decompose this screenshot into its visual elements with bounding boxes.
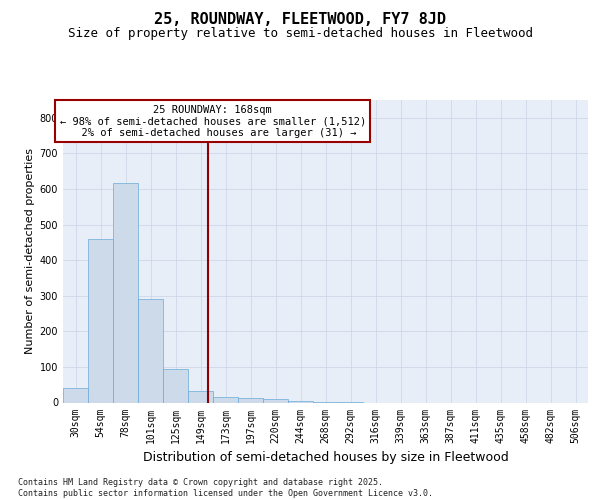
Bar xyxy=(213,397,238,402)
Text: Size of property relative to semi-detached houses in Fleetwood: Size of property relative to semi-detach… xyxy=(67,28,533,40)
X-axis label: Distribution of semi-detached houses by size in Fleetwood: Distribution of semi-detached houses by … xyxy=(143,451,508,464)
Bar xyxy=(88,239,113,402)
Bar xyxy=(263,400,288,402)
Text: 25 ROUNDWAY: 168sqm
← 98% of semi-detached houses are smaller (1,512)
  2% of se: 25 ROUNDWAY: 168sqm ← 98% of semi-detach… xyxy=(59,104,366,138)
Bar xyxy=(188,391,213,402)
Bar xyxy=(63,388,88,402)
Bar xyxy=(113,182,138,402)
Bar xyxy=(238,398,263,402)
Text: 25, ROUNDWAY, FLEETWOOD, FY7 8JD: 25, ROUNDWAY, FLEETWOOD, FY7 8JD xyxy=(154,12,446,28)
Text: Contains HM Land Registry data © Crown copyright and database right 2025.
Contai: Contains HM Land Registry data © Crown c… xyxy=(18,478,433,498)
Bar xyxy=(138,300,163,403)
Y-axis label: Number of semi-detached properties: Number of semi-detached properties xyxy=(25,148,35,354)
Bar xyxy=(163,370,188,402)
Bar xyxy=(288,400,313,402)
